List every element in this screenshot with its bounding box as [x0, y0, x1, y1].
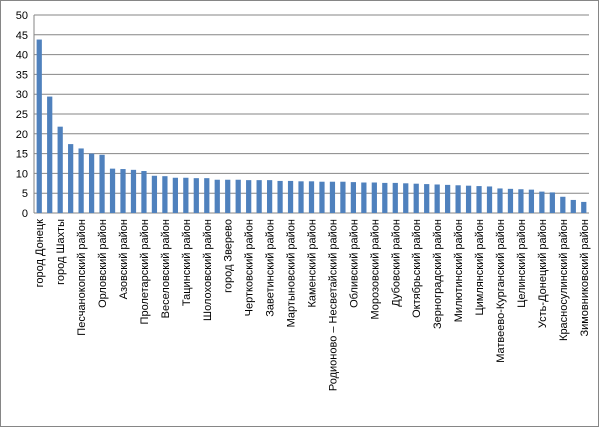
- bar: [162, 176, 168, 213]
- x-tick-label: Каменский район: [307, 219, 319, 308]
- y-tick-label: 25: [16, 109, 28, 121]
- y-tick-label: 10: [16, 168, 28, 180]
- y-tick-label: 20: [16, 129, 28, 141]
- bar: [434, 184, 440, 213]
- bar: [183, 177, 189, 213]
- x-tick-label: Тацинский район: [181, 219, 193, 306]
- x-tick-label: город Зверево: [223, 219, 235, 293]
- y-tick-label: 40: [16, 50, 28, 62]
- bar: [382, 182, 388, 213]
- bar: [47, 96, 53, 213]
- x-tick-label: Азовский район: [118, 219, 130, 299]
- bar: [246, 180, 252, 213]
- bar: [214, 179, 220, 213]
- x-tick-label: Усть-Донецкий район: [537, 219, 549, 328]
- x-tick-label: Октябрьский район: [411, 219, 423, 318]
- y-tick-label: 0: [22, 208, 28, 220]
- x-tick-label: Орловский район: [97, 219, 109, 308]
- bar: [518, 189, 524, 213]
- bar: [172, 177, 178, 213]
- bar: [507, 188, 514, 213]
- x-tick-label: Обливский район: [348, 219, 360, 308]
- x-tick-label: Дубовский район: [390, 219, 402, 307]
- bar: [225, 179, 231, 213]
- bar: [256, 180, 262, 213]
- bar: [68, 144, 74, 213]
- x-tick-label: город Шахты: [55, 219, 67, 285]
- y-tick-label: 35: [16, 69, 28, 81]
- bar: [78, 148, 84, 213]
- bar: [109, 168, 116, 213]
- bar: [528, 189, 535, 213]
- bar: [319, 181, 325, 213]
- bar: [287, 180, 294, 213]
- x-tick-label: Шолоховский район: [202, 219, 214, 321]
- bar: [57, 126, 63, 213]
- bar: [424, 184, 430, 213]
- x-tick-label: Песчанокопский район: [76, 219, 88, 336]
- bar: [445, 184, 451, 213]
- bar: [361, 182, 367, 213]
- bar: [298, 181, 304, 213]
- x-tick-label: Красносулинский район: [558, 219, 570, 341]
- bar: [151, 175, 158, 213]
- x-tick-label: Целинский район: [516, 219, 528, 308]
- x-tick-label: Родионово – Несветайский район: [327, 219, 339, 391]
- x-tick-label: Веселовский район: [160, 219, 172, 318]
- bar: [340, 181, 346, 213]
- x-tick-label: Милютинский район: [453, 219, 465, 322]
- x-tick-label: Морозовский район: [369, 219, 381, 320]
- x-tick-label: Заветинский район: [265, 219, 277, 317]
- bar: [329, 181, 336, 213]
- x-tick-label: Цимлянский район: [474, 219, 486, 316]
- bar: [465, 185, 472, 213]
- bar: [549, 192, 555, 213]
- bar: [193, 178, 199, 213]
- bar: [277, 180, 283, 213]
- bar: [350, 182, 357, 213]
- bar: [560, 196, 566, 213]
- bar: [497, 188, 503, 213]
- y-tick-label: 45: [16, 30, 28, 42]
- bar: [120, 169, 126, 213]
- x-tick-label: Зимовниковский район: [579, 219, 591, 337]
- bar: [455, 185, 461, 213]
- bar: [371, 182, 377, 213]
- x-tick-label: город Донецк: [34, 219, 46, 288]
- bar: [88, 153, 95, 213]
- x-tick-label: Матвеево-Курганский район: [495, 219, 507, 363]
- y-tick-label: 30: [16, 89, 28, 101]
- bar: [413, 183, 419, 213]
- y-tick-label: 15: [16, 149, 28, 161]
- x-tick-label: Пролетарский район: [139, 219, 151, 324]
- bar: [403, 183, 409, 213]
- y-tick-label: 50: [16, 10, 28, 22]
- bar: [308, 181, 315, 213]
- bar: [99, 154, 105, 213]
- bar: [266, 180, 273, 213]
- bar: [204, 178, 210, 213]
- bar: [235, 179, 241, 213]
- bar: [581, 201, 587, 213]
- y-tick-label: 5: [22, 188, 28, 200]
- bar: [141, 171, 147, 213]
- x-tick-label: Зерноградский район: [432, 219, 444, 329]
- bar: [570, 199, 576, 213]
- x-tick-label: Чертковский район: [244, 219, 256, 316]
- bar: [539, 191, 545, 213]
- x-tick-label: Мартыновский район: [286, 219, 298, 327]
- bar: [476, 186, 482, 213]
- bar: [392, 182, 398, 213]
- bar: [36, 39, 42, 213]
- bar: [130, 169, 137, 213]
- bar: [486, 186, 493, 213]
